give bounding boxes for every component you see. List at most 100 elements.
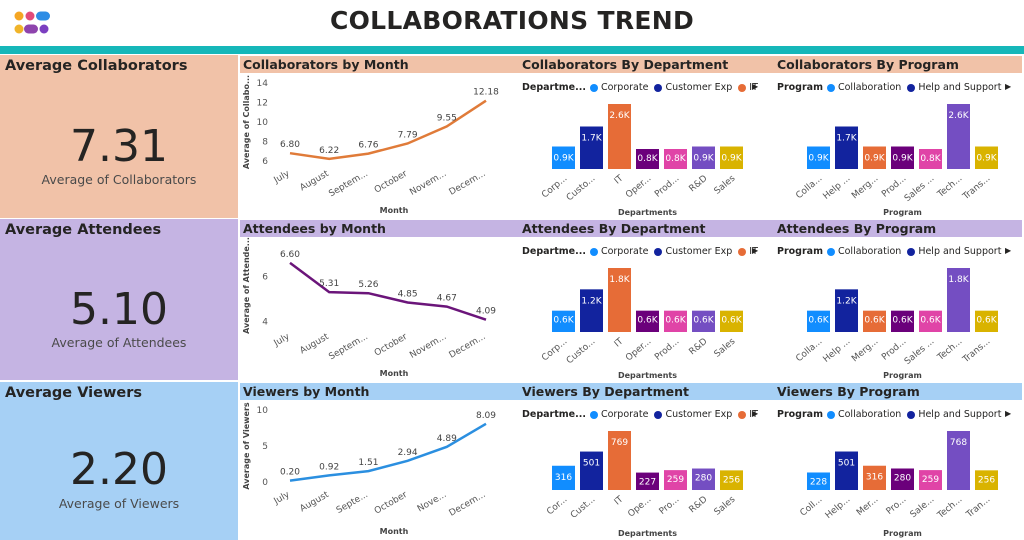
x-tick-label: Oper... <box>624 174 653 201</box>
row-band-collaborators <box>240 56 1022 73</box>
data-label: 0.8K <box>637 154 658 164</box>
legend-dot <box>654 247 663 256</box>
line-chart-collaborators-by-month[interactable]: Average of Collabo... 6 8 10 12 14 6.80 6.22 6.7… <box>240 73 516 219</box>
legend-label: Corporate <box>600 246 649 257</box>
legend-next-arrow-icon[interactable]: ▶ <box>1005 246 1012 255</box>
legend-item-collaboration[interactable]: Collaboration <box>826 409 901 420</box>
data-label: 7.79 <box>398 131 418 141</box>
line-chart-viewers-by-month[interactable]: Average of Viewers 0 5 10 0.20 0.92 1.51 2.94 4.… <box>240 400 516 540</box>
data-label: 4.85 <box>398 289 418 299</box>
x-tick-label: October <box>373 169 409 196</box>
data-label: 0.9K <box>808 154 829 164</box>
legend-item-help-and-support[interactable]: Help and Support <box>907 246 1001 257</box>
bar-chart-attendees-by-program[interactable]: 0.6K Colla... 1.2K Help ... 0.6K Merg... 0.6K P… <box>773 260 1023 382</box>
x-tick-label: Pro... <box>885 495 909 517</box>
legend-next-arrow-icon[interactable]: ▶ <box>752 82 759 91</box>
x-axis-label: Program <box>883 529 922 538</box>
legend-label: IT <box>749 409 758 420</box>
line-chart-attendees-by-month[interactable]: Average of Attende... 4 6 6.60 5.31 5.26 4.85 4… <box>240 237 516 382</box>
legend-item-customer-exp[interactable]: Customer Exp <box>654 409 732 420</box>
kpi-card-attendees[interactable]: Average Attendees 5.10 Average of Attend… <box>0 219 238 380</box>
legend-label: Help and Support <box>918 246 1002 257</box>
y-tick-label: 14 <box>257 79 269 89</box>
bar <box>807 472 830 490</box>
x-tick-label: August <box>298 490 331 515</box>
legend-item-corporate[interactable]: Corporate <box>589 82 649 93</box>
bar <box>891 468 914 490</box>
x-tick-label: R&D <box>688 495 710 516</box>
data-label: 0.6K <box>920 316 941 326</box>
y-tick-label: 10 <box>257 118 269 128</box>
bar <box>552 310 575 332</box>
legend-next-arrow-icon[interactable]: ▶ <box>752 409 759 418</box>
bar-chart-viewers-by-program[interactable]: 228 Coll... 501 Help... 316 Mer... 280 Pro... 25… <box>773 423 1023 540</box>
x-tick-label: Nove... <box>416 490 448 515</box>
legend-next-arrow-icon[interactable]: ▶ <box>1005 409 1012 418</box>
legend-dot <box>826 410 835 419</box>
x-tick-label: IT <box>613 336 626 349</box>
x-tick-label: Cust... <box>569 495 597 521</box>
legend-dot <box>654 83 663 92</box>
data-label: 1.51 <box>358 458 378 468</box>
bar <box>552 465 575 490</box>
legend-item-collaboration[interactable]: Collaboration <box>826 246 901 257</box>
bar <box>807 146 830 169</box>
y-axis-label: Average of Attende... <box>242 237 251 334</box>
x-axis-label: Departments <box>618 371 677 380</box>
legend-item-it[interactable]: IT <box>738 82 758 93</box>
bar-chart-collaborators-by-program[interactable]: 0.9K Colla... 1.7K Help ... 0.9K Merg... 0.9K P… <box>773 96 1023 219</box>
data-label: 0.6K <box>808 316 829 326</box>
x-tick-label: Pro... <box>658 495 682 517</box>
kpi-card-collaborators[interactable]: Average Collaborators 7.31 Average of Co… <box>0 55 238 218</box>
data-label: 0.9K <box>976 154 997 164</box>
bar <box>692 468 715 490</box>
bar-chart-viewers-by-department[interactable]: 316 Cor... 501 Cust... 769 IT 227 Ope... 259 Pro.… <box>518 423 772 540</box>
y-axis-label: Average of Collabo... <box>242 75 251 169</box>
kpi-label: Average Viewers <box>5 385 142 401</box>
bar <box>807 310 830 332</box>
legend-dot <box>907 83 916 92</box>
bar <box>863 465 886 490</box>
legend-dot <box>589 83 598 92</box>
kpi-value: 7.31 <box>70 121 168 172</box>
legend-dot <box>826 83 835 92</box>
x-tick-label: August <box>298 169 331 194</box>
legend-item-it[interactable]: IT <box>738 409 758 420</box>
legend-next-arrow-icon[interactable]: ▶ <box>752 246 759 255</box>
data-label: 1.7K <box>836 134 857 144</box>
legend-item-customer-exp[interactable]: Customer Exp <box>654 82 732 93</box>
bar <box>720 310 743 332</box>
bar <box>692 146 715 169</box>
data-label: 8.09 <box>476 411 496 421</box>
legend-item-customer-exp[interactable]: Customer Exp <box>654 246 732 257</box>
legend-item-it[interactable]: IT <box>738 246 758 257</box>
kpi-card-viewers[interactable]: Average Viewers 2.20 Average of Viewers <box>0 382 238 540</box>
data-label: 6.60 <box>280 250 300 260</box>
legend-next-arrow-icon[interactable]: ▶ <box>1005 82 1012 91</box>
legend-label: Help and Support <box>918 409 1002 420</box>
x-tick-label: October <box>373 490 409 517</box>
legend-item-help-and-support[interactable]: Help and Support <box>907 82 1001 93</box>
x-tick-label: Prod... <box>653 337 681 363</box>
bar <box>636 472 659 490</box>
x-tick-label: Ope... <box>626 495 653 520</box>
bar-chart-attendees-by-department[interactable]: 0.6KCorp...1.2KCusto...1.8KIT0.6KOper...… <box>518 260 772 382</box>
legend-label: Corporate <box>600 82 649 93</box>
legend-department: Departme... Corporate Customer Exp IT <box>522 409 764 420</box>
x-axis-label: Program <box>883 208 922 217</box>
legend-item-corporate[interactable]: Corporate <box>589 246 649 257</box>
legend-title: Program <box>777 82 823 93</box>
legend-item-corporate[interactable]: Corporate <box>589 409 648 420</box>
data-label: 6.80 <box>280 140 300 150</box>
legend-dot <box>826 247 835 256</box>
legend-item-help-and-support[interactable]: Help and Support <box>907 409 1001 420</box>
legend-dot <box>907 410 916 419</box>
y-tick-label: 12 <box>257 99 268 109</box>
legend-item-collaboration[interactable]: Collaboration <box>826 82 901 93</box>
bar-chart-collaborators-by-department[interactable]: 0.9KCorp...1.7KCusto...2.6KIT0.8KOper...… <box>518 96 772 219</box>
bar <box>863 310 886 332</box>
data-label: 1.2K <box>581 296 602 306</box>
data-label: 0.6K <box>721 316 742 326</box>
x-tick-label: Decem... <box>448 332 488 361</box>
x-tick-label: Sales <box>713 336 738 359</box>
